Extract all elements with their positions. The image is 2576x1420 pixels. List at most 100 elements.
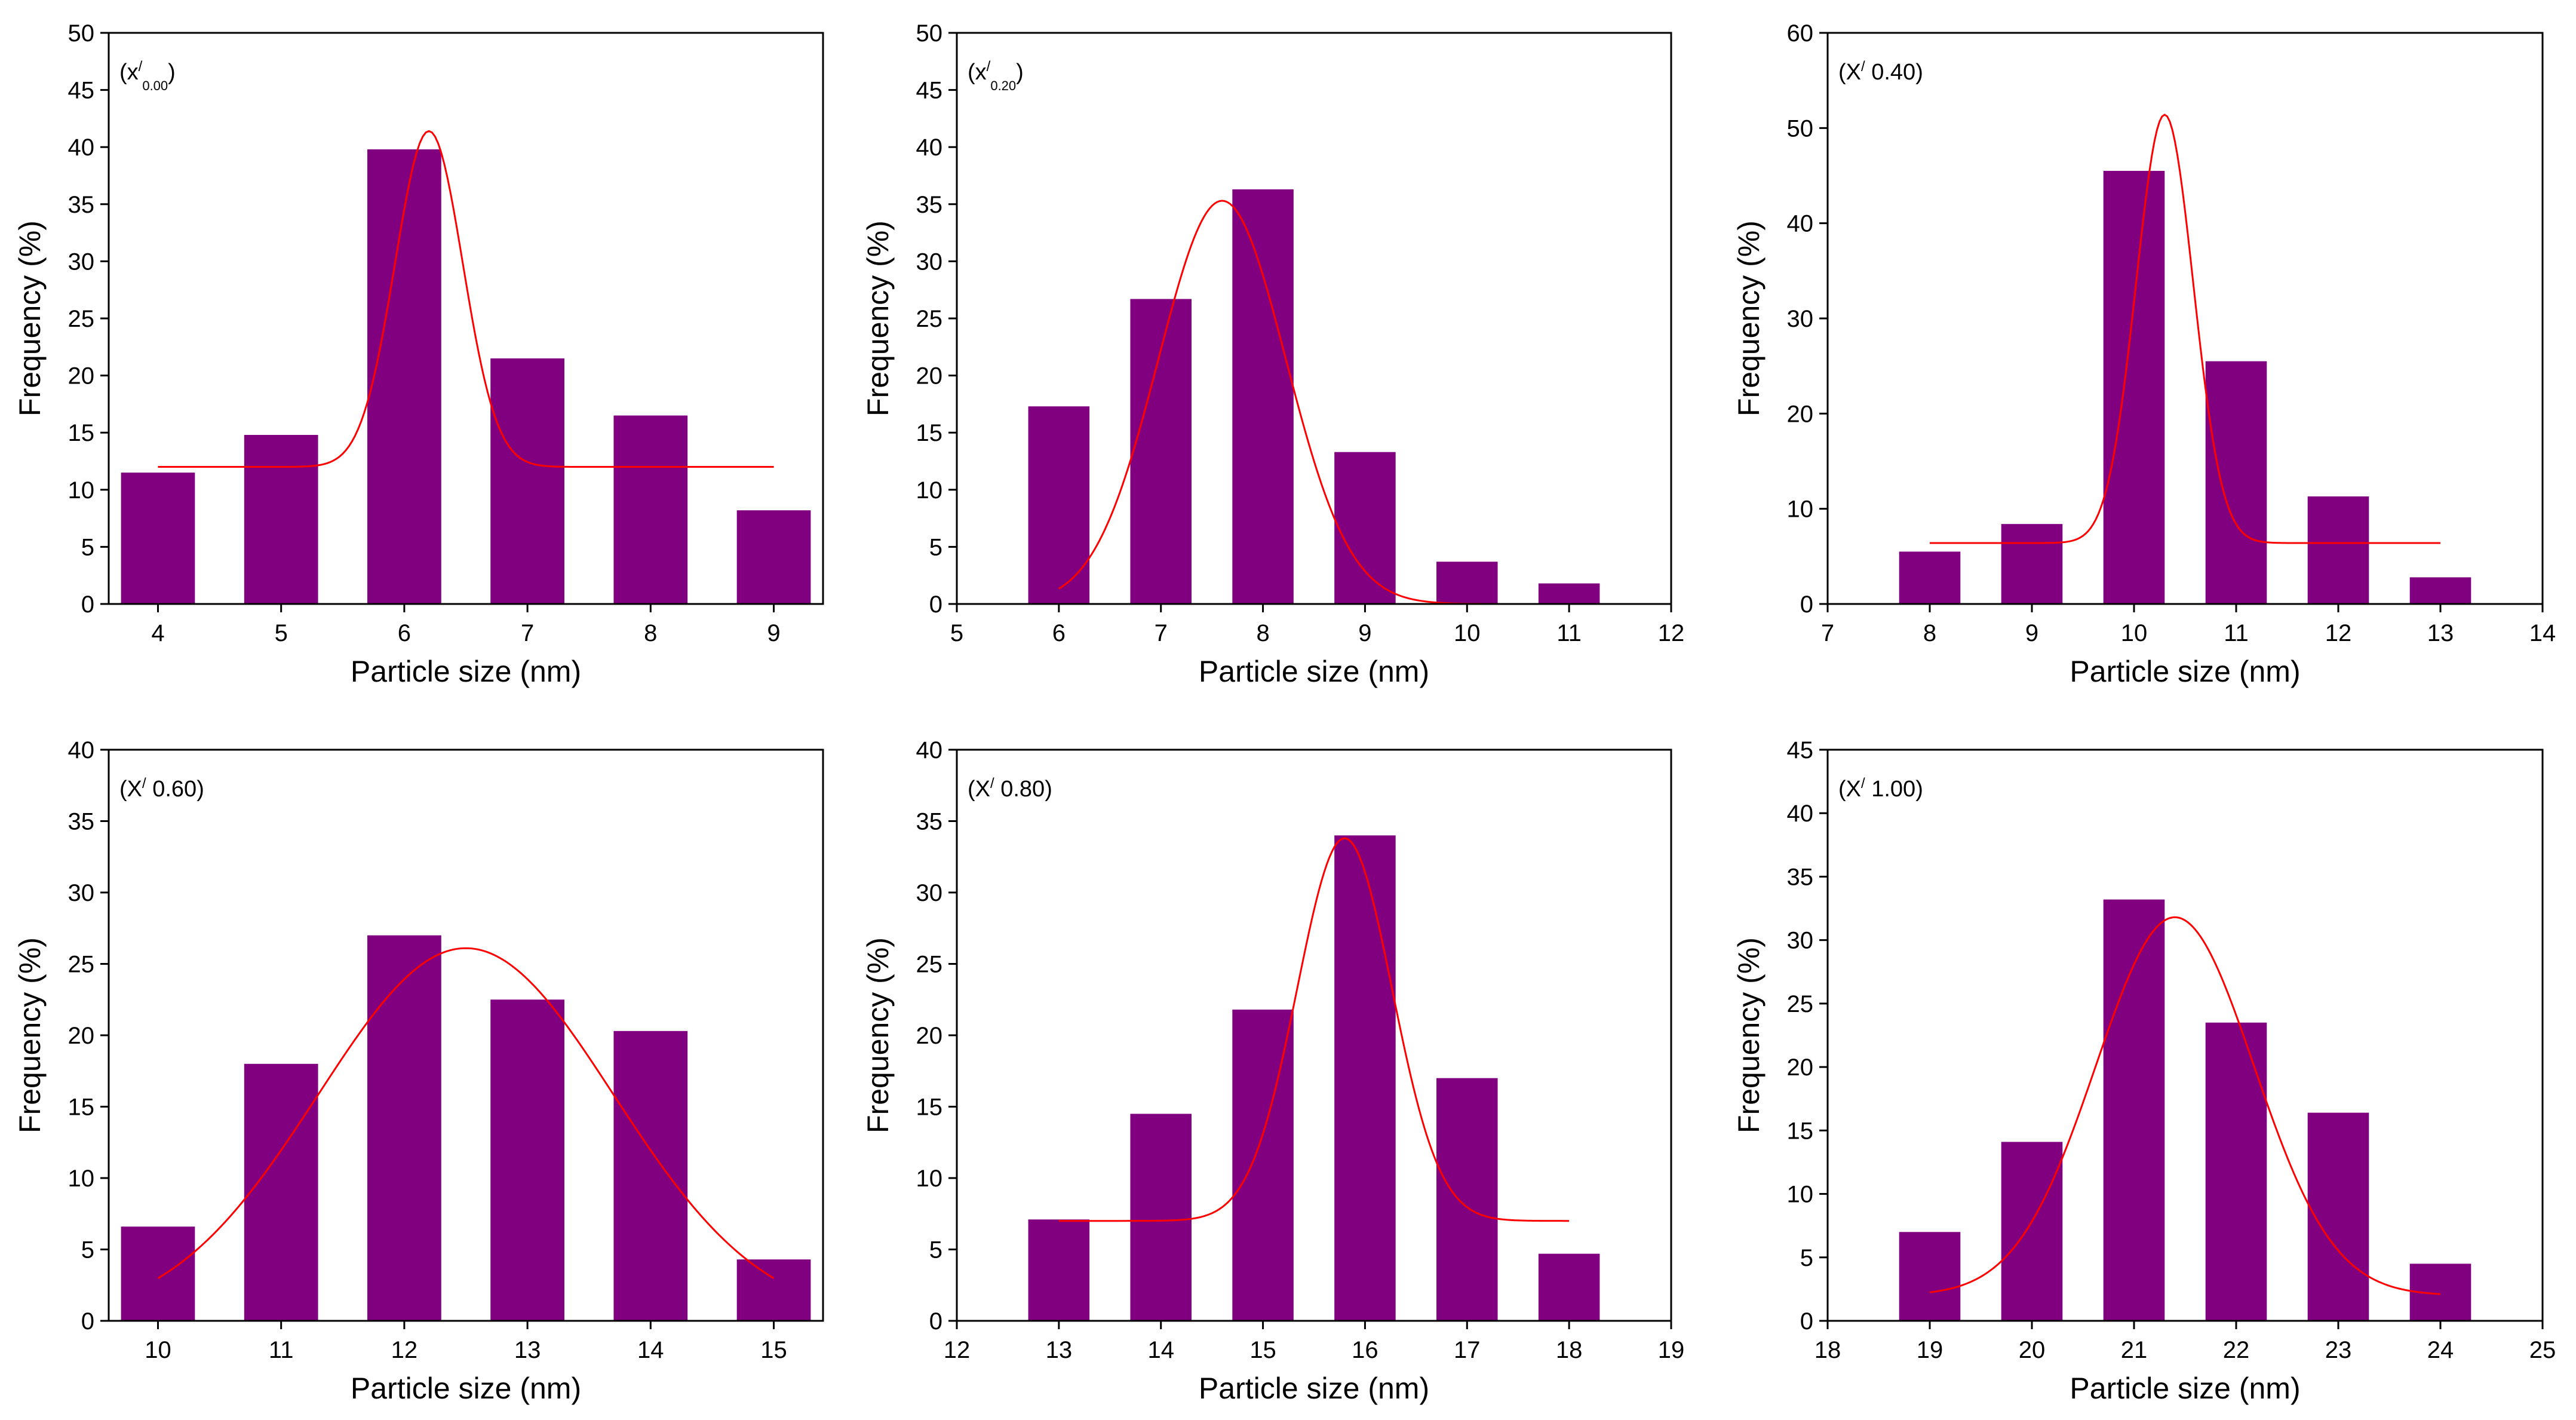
plot-frame [1826,32,2544,605]
bar-10 [121,1226,195,1321]
y-tick-label: 15 [68,1094,95,1121]
y-axis-label: Frequency (%) [861,220,895,416]
y-tick-label: 35 [916,192,943,218]
x-axis-label: Particle size (nm) [1199,1372,1429,1405]
y-tick-label: 35 [68,809,95,835]
bar-12 [367,935,441,1321]
x-tick-label: 13 [514,1337,541,1363]
y-tick-label: 25 [68,952,95,978]
bar-14 [613,1031,688,1321]
annotation-sub: 0.20 [990,78,1016,93]
y-axis-label: Frequency (%) [1732,937,1766,1133]
annotation-sup: / [142,775,146,792]
bar-4 [121,473,195,604]
x-axis-label: Particle size (nm) [351,655,581,688]
bar-6 [367,149,441,605]
y-tick-label: 50 [68,20,95,47]
bar-10 [2103,171,2165,604]
y-tick-label: 40 [916,134,943,161]
annotation-sup: / [1861,59,1865,75]
x-tick-label: 14 [2529,620,2556,646]
bar-8 [1899,551,1961,604]
chart-panel-5: 12 13 14 15 16 17 18 19 0 5 10 15 20 25 30 35 40 Particle… [861,737,1684,1405]
annotation-close: ) [1016,60,1024,85]
annotation-sup: / [987,59,991,75]
y-tick-label: 25 [916,306,943,332]
x-tick-label: 23 [2325,1337,2352,1363]
y-tick-label: 30 [916,880,943,906]
bar-13 [490,999,564,1321]
x-tick-label: 11 [1556,620,1582,646]
x-tick-label: 20 [2019,1337,2046,1363]
y-tick-label: 25 [1787,991,1814,1017]
y-tick-label: 10 [68,1166,95,1192]
x-tick-label: 12 [391,1337,418,1363]
chart-panel-4: 10 11 12 13 14 15 0 5 10 15 20 25 30 35 40 Particle siz… [13,737,824,1405]
bar-5 [244,435,318,604]
x-tick-label: 19 [1658,1337,1685,1363]
panel-annotation: (X/ 0.80) [968,775,1052,802]
bar-6 [1028,406,1090,604]
chart-panel-6: 18 19 20 21 22 23 24 25 0 5 10 15 20 25 30 35 40 45 Partic… [1732,737,2556,1405]
y-tick-label: 45 [68,78,95,104]
bar-17 [1436,1078,1498,1321]
bar-20 [2001,1142,2063,1321]
annotation-close: 1.00) [1865,777,1923,802]
x-tick-label: 24 [2427,1337,2454,1363]
x-tick-label: 5 [950,620,963,646]
y-tick-label: 5 [929,1237,942,1263]
x-tick-label: 5 [275,620,288,646]
y-tick-label: 0 [1800,1308,1813,1335]
x-tick-label: 15 [1249,1337,1276,1363]
bar-7 [490,358,564,604]
y-tick-label: 0 [929,591,942,618]
y-tick-label: 30 [68,880,95,906]
y-tick-label: 30 [1787,306,1814,332]
y-tick-label: 15 [916,420,943,446]
bar-23 [2307,1112,2369,1321]
annotation-base: (X [968,777,990,802]
bar-13 [1028,1219,1090,1321]
x-tick-label: 10 [2121,620,2148,646]
y-tick-label: 5 [81,1237,94,1263]
bar-19 [1899,1232,1961,1321]
y-tick-label: 50 [1787,115,1814,142]
x-tick-label: 10 [145,1337,171,1363]
x-tick-label: 8 [644,620,657,646]
x-tick-label: 9 [767,620,780,646]
x-tick-label: 17 [1454,1337,1481,1363]
bar-22 [2205,1022,2267,1321]
annotation-base: (x [119,60,139,85]
y-tick-label: 35 [68,192,95,218]
y-tick-label: 5 [929,534,942,560]
annotation-close: ) [168,60,176,85]
x-tick-label: 12 [1658,620,1685,646]
bar-15 [1232,1009,1294,1321]
y-tick-label: 45 [1787,737,1814,763]
y-tick-label: 50 [916,20,943,47]
bar-13 [2409,577,2471,604]
y-tick-label: 25 [916,952,943,978]
bar-16 [1334,835,1396,1321]
x-tick-label: 8 [1256,620,1269,646]
bar-15 [736,1259,811,1321]
x-tick-label: 21 [2121,1337,2148,1363]
fit-curve [157,947,775,1280]
annotation-sup: / [139,59,143,75]
y-tick-label: 5 [1800,1245,1813,1271]
x-tick-label: 16 [1352,1337,1378,1363]
y-axis-label: Frequency (%) [861,937,895,1133]
y-tick-label: 60 [1787,20,1814,47]
x-tick-label: 15 [760,1337,787,1363]
y-tick-label: 25 [68,306,95,332]
y-tick-label: 45 [916,78,943,104]
y-tick-label: 20 [916,363,943,389]
x-axis-label: Particle size (nm) [351,1372,581,1405]
y-tick-label: 20 [1787,1054,1814,1081]
y-tick-label: 10 [916,477,943,504]
x-tick-label: 12 [2325,620,2352,646]
y-axis-label: Frequency (%) [13,937,47,1133]
x-tick-label: 11 [2224,620,2249,646]
bar-12 [2307,496,2369,604]
